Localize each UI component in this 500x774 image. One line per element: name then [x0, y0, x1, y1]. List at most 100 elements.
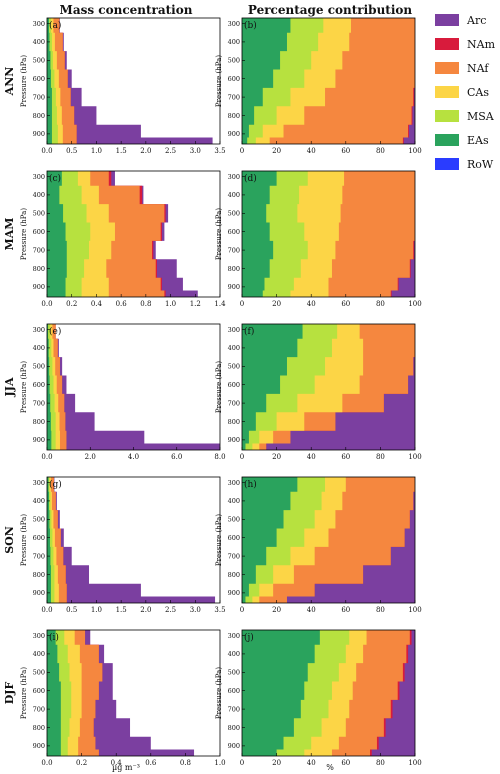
area-arc	[47, 477, 216, 603]
y-tick-label: 800	[228, 112, 240, 120]
y-tick-label: 500	[228, 669, 240, 677]
y-tick-label: 600	[33, 687, 45, 695]
panel-ANN-pct: (b) 0 20 40 60 80 100 300 400 500 600 700 800 900 Pres…	[215, 17, 422, 155]
legend-item-naf: NAf	[435, 56, 497, 80]
y-tick-label: 300	[33, 479, 45, 487]
y-tick-label: 900	[33, 283, 45, 291]
y-tick-label: 500	[33, 210, 45, 218]
panel-label: (b)	[244, 20, 257, 31]
y-tick-label: 400	[33, 650, 45, 658]
x-tick-label: 3.0	[190, 606, 201, 614]
legend-label: Arc	[467, 13, 487, 27]
x-tick-label: 60	[341, 300, 350, 308]
x-tick-label: 0.6	[116, 300, 128, 308]
y-tick-label: 300	[228, 479, 240, 487]
x-tick-label: 0	[240, 759, 244, 767]
x-tick-label: 1.2	[190, 300, 201, 308]
legend-swatch	[435, 62, 459, 74]
panel-SON-pct: (h) 0 20 40 60 80 100 300 400 500 600 700 800 900 Pres…	[215, 476, 422, 614]
col-title-pct: Percentage contribution	[248, 3, 413, 17]
x-tick-label: 1.4	[214, 300, 226, 308]
x-tick-label: 4.0	[128, 453, 139, 461]
x-tick-label: 1.5	[116, 606, 127, 614]
x-tick-label: 80	[376, 300, 385, 308]
x-tick-label: 0	[240, 453, 244, 461]
x-tick-label: 1.0	[165, 300, 176, 308]
x-tick-label: 0.8	[180, 759, 191, 767]
y-tick-label: 800	[33, 418, 45, 426]
legend-label: NAm	[467, 37, 495, 51]
x-tick-label: 40	[307, 300, 316, 308]
x-tick-label: 3.0	[190, 147, 201, 155]
x-tick-label: 0.0	[41, 759, 52, 767]
y-tick-label: 600	[33, 381, 45, 389]
y-tick-label: 900	[228, 589, 240, 597]
plot-frame	[46, 170, 221, 298]
y-tick-label: 900	[33, 742, 45, 750]
y-tick-label: 700	[33, 705, 45, 713]
x-tick-label: 40	[307, 606, 316, 614]
area-eas	[242, 324, 303, 450]
legend-item-cas: CAs	[435, 80, 497, 104]
x-tick-label: 0.6	[145, 759, 157, 767]
y-axis-label: Pressure (hPa)	[20, 361, 28, 413]
y-tick-label: 500	[33, 57, 45, 65]
legend-label: MSA	[467, 109, 494, 123]
panel-DJF-pct: (j) 0 20 40 60 80 100 300 400 500 600 700 800 900 Pres…	[215, 629, 422, 767]
x-tick-label: 0.0	[41, 300, 52, 308]
y-tick-label: 900	[228, 130, 240, 138]
panel-MAM-mass: (c) 0.0 0.2 0.4 0.6 0.8 1.0 1.2 1.4 300 400 500 600 7…	[3, 170, 226, 308]
y-tick-label: 700	[228, 399, 240, 407]
y-tick-label: 300	[33, 326, 45, 334]
right-xlabel: %	[326, 763, 334, 772]
y-tick-label: 300	[228, 20, 240, 28]
row-label: SON	[3, 526, 16, 554]
y-tick-label: 600	[33, 75, 45, 83]
y-tick-label: 900	[33, 589, 45, 597]
x-tick-label: 40	[307, 759, 316, 767]
y-tick-label: 800	[228, 724, 240, 732]
x-tick-label: 0	[240, 300, 244, 308]
x-tick-label: 0.2	[76, 759, 87, 767]
x-tick-label: 6.0	[171, 453, 182, 461]
x-tick-label: 0.5	[66, 606, 77, 614]
x-tick-label: 20	[272, 147, 281, 155]
x-tick-label: 40	[307, 453, 316, 461]
row-label: DJF	[3, 682, 16, 705]
x-tick-label: 20	[272, 300, 281, 308]
x-tick-label: 0.2	[66, 300, 77, 308]
area-eas	[47, 171, 67, 297]
y-axis-label: Pressure (hPa)	[215, 667, 223, 719]
y-tick-label: 600	[228, 75, 240, 83]
y-tick-label: 600	[228, 687, 240, 695]
y-tick-label: 600	[33, 534, 45, 542]
panel-JJA-pct: (f) 0 20 40 60 80 100 300 400 500 600 700 800 900 Pres…	[215, 323, 422, 461]
panel-JJA-mass: (e) 0.0 2.0 4.0 6.0 8.0 300 400 500 600 700 800 900 P…	[3, 323, 226, 461]
x-tick-label: 0.0	[41, 606, 52, 614]
y-tick-label: 300	[33, 173, 45, 181]
x-tick-label: 60	[341, 147, 350, 155]
y-tick-label: 500	[228, 363, 240, 371]
x-tick-label: 20	[272, 453, 281, 461]
panel-label: (a)	[49, 20, 61, 31]
y-tick-label: 900	[33, 130, 45, 138]
x-tick-label: 100	[408, 453, 421, 461]
x-tick-label: 60	[341, 453, 350, 461]
y-tick-label: 700	[228, 705, 240, 713]
x-tick-label: 2.5	[165, 606, 176, 614]
y-tick-label: 300	[33, 632, 45, 640]
y-tick-label: 800	[228, 265, 240, 273]
area-eas	[47, 630, 61, 756]
y-axis-label: Pressure (hPa)	[215, 208, 223, 260]
legend-swatch	[435, 110, 459, 122]
x-tick-label: 0.4	[111, 759, 123, 767]
y-tick-label: 300	[228, 173, 240, 181]
panel-label: (f)	[244, 326, 254, 337]
col-title-mass: Mass concentration	[60, 3, 193, 17]
x-tick-label: 1.0	[91, 606, 102, 614]
y-tick-label: 700	[228, 552, 240, 560]
x-tick-label: 1.5	[116, 147, 127, 155]
y-tick-label: 700	[33, 246, 45, 254]
y-tick-label: 400	[33, 38, 45, 46]
y-tick-label: 900	[228, 283, 240, 291]
